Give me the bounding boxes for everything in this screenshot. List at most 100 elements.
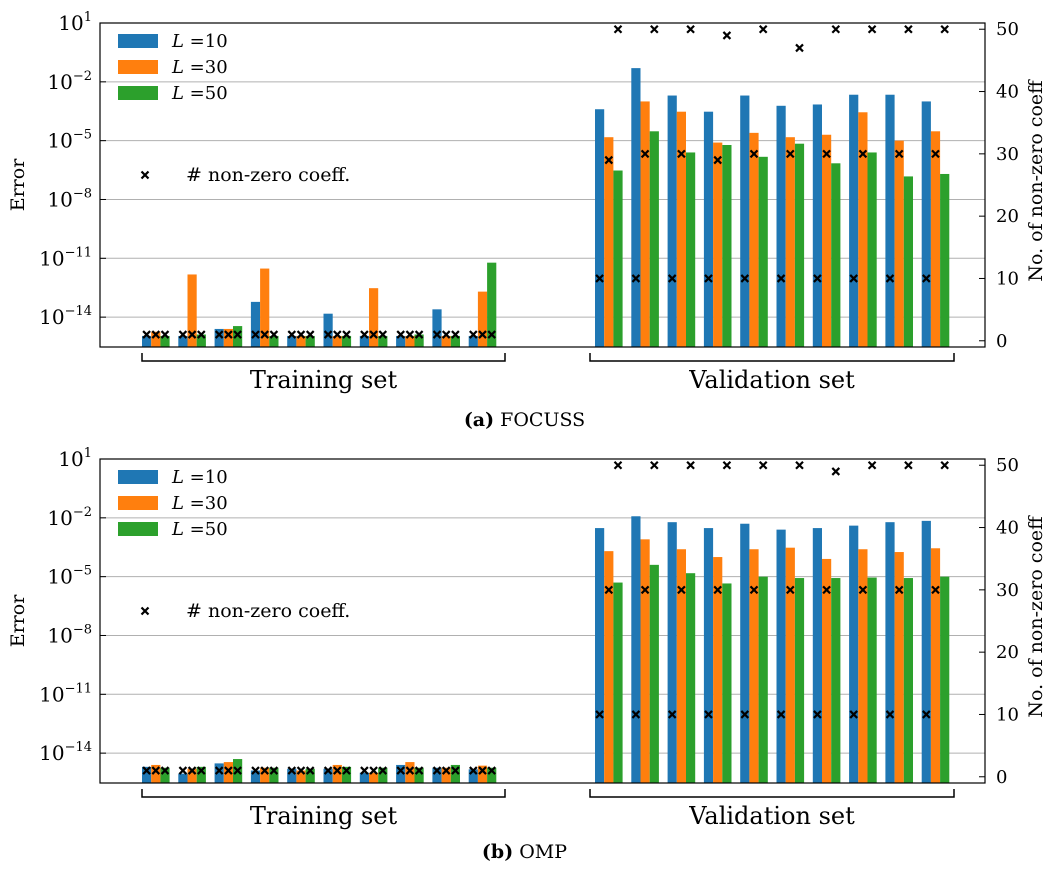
y-tick-label: 10−5 [47, 128, 92, 153]
bar [441, 335, 451, 347]
bar [858, 112, 868, 347]
bar [713, 557, 723, 783]
bar [740, 523, 750, 783]
nonzero-coeff-marker [260, 766, 269, 775]
legend-swatch [118, 496, 158, 510]
bar [250, 770, 261, 783]
nonzero-coeff-marker [233, 330, 242, 339]
bar [885, 94, 895, 347]
bar [940, 576, 950, 783]
nonzero-coeff-marker [795, 43, 804, 53]
y-tick-label: 10−8 [47, 622, 92, 647]
bar [178, 773, 188, 783]
bar [903, 176, 913, 347]
nonzero-coeff-marker [187, 766, 197, 775]
nonzero-coeff-marker [260, 330, 269, 339]
nonzero-coeff-marker [478, 766, 487, 775]
bar [287, 768, 297, 783]
nonzero-coeff-marker [822, 149, 831, 159]
nonzero-coeff-marker [224, 766, 233, 775]
bar [858, 549, 868, 783]
group-bracket [589, 353, 955, 362]
bar [867, 152, 877, 347]
nonzero-coeff-marker [677, 149, 686, 159]
y2-tick-label: 20 [996, 206, 1019, 227]
nonzero-coeff-marker [640, 149, 650, 159]
legend-label: L =30 [171, 57, 228, 78]
bar [359, 772, 369, 783]
bar [595, 109, 605, 348]
nonzero-coeff-marker [858, 149, 868, 159]
bar [604, 137, 614, 347]
bar [921, 520, 931, 783]
nonzero-coeff-marker [940, 24, 949, 34]
nonzero-coeff-marker [187, 330, 197, 339]
nonzero-coeff-marker [414, 766, 424, 775]
nonzero-coeff-marker [686, 24, 695, 34]
y-tick-label: 10−11 [39, 681, 92, 706]
nonzero-coeff-marker [369, 766, 378, 775]
legend-label: L =10 [171, 467, 228, 488]
nonzero-coeff-marker [296, 330, 306, 339]
y-tick-label: 10−11 [39, 245, 92, 270]
nonzero-coeff-marker [786, 585, 795, 595]
nonzero-coeff-marker [178, 766, 188, 775]
group-label: Validation set [688, 802, 855, 830]
y-tick-label: 10−14 [39, 740, 92, 765]
y2-tick-label: 0 [996, 767, 1007, 788]
bar [396, 335, 406, 347]
caption-b-text: OMP [519, 841, 568, 863]
bar [487, 767, 497, 783]
nonzero-coeff-marker [813, 274, 822, 283]
bar [749, 549, 759, 783]
bar [269, 767, 279, 783]
bar [151, 764, 161, 783]
nonzero-coeff-marker [595, 710, 604, 719]
nonzero-coeff-marker [333, 766, 342, 775]
bar [722, 145, 732, 347]
nonzero-coeff-marker [405, 766, 415, 775]
bar [178, 335, 188, 347]
legend-swatch [118, 34, 158, 48]
bar [676, 111, 686, 348]
nonzero-coeff-marker [378, 766, 388, 775]
bar [822, 134, 832, 347]
caption-a: (a) FOCUSS [0, 409, 1049, 431]
nonzero-coeff-marker [604, 155, 614, 165]
nonzero-coeff-marker [931, 585, 940, 595]
bar [260, 767, 270, 783]
legend-swatch [118, 470, 158, 484]
y2-tick-label: 20 [996, 642, 1019, 663]
legend-marker-label: # non-zero coeff. [186, 164, 350, 186]
bar [396, 764, 406, 783]
axes-frame [99, 458, 986, 784]
nonzero-coeff-marker [758, 460, 768, 470]
nonzero-coeff-marker [323, 766, 333, 775]
y2-tick-label: 30 [996, 580, 1019, 601]
nonzero-coeff-marker [451, 766, 460, 775]
bar [323, 313, 333, 347]
bar [187, 768, 197, 783]
nonzero-coeff-marker [722, 460, 732, 470]
bar [785, 547, 795, 783]
group-label: Training set [250, 366, 398, 394]
bar [160, 335, 170, 347]
bar [776, 105, 786, 348]
nonzero-coeff-marker [758, 24, 768, 34]
nonzero-coeff-marker [904, 460, 913, 470]
nonzero-coeff-marker [287, 766, 297, 775]
bar [749, 132, 759, 347]
bar [450, 764, 460, 783]
bar [703, 111, 714, 348]
nonzero-coeff-marker [940, 460, 949, 470]
nonzero-coeff-marker [487, 330, 496, 339]
nonzero-coeff-marker [478, 330, 487, 339]
bar [604, 551, 614, 783]
nonzero-coeff-marker [287, 330, 297, 339]
y-tick-label: 10−5 [47, 564, 92, 589]
nonzero-coeff-marker [867, 460, 877, 470]
nonzero-coeff-marker [831, 467, 841, 476]
y2-tick-label: 40 [996, 518, 1019, 539]
nonzero-coeff-marker [813, 710, 822, 719]
nonzero-coeff-marker [224, 330, 233, 339]
